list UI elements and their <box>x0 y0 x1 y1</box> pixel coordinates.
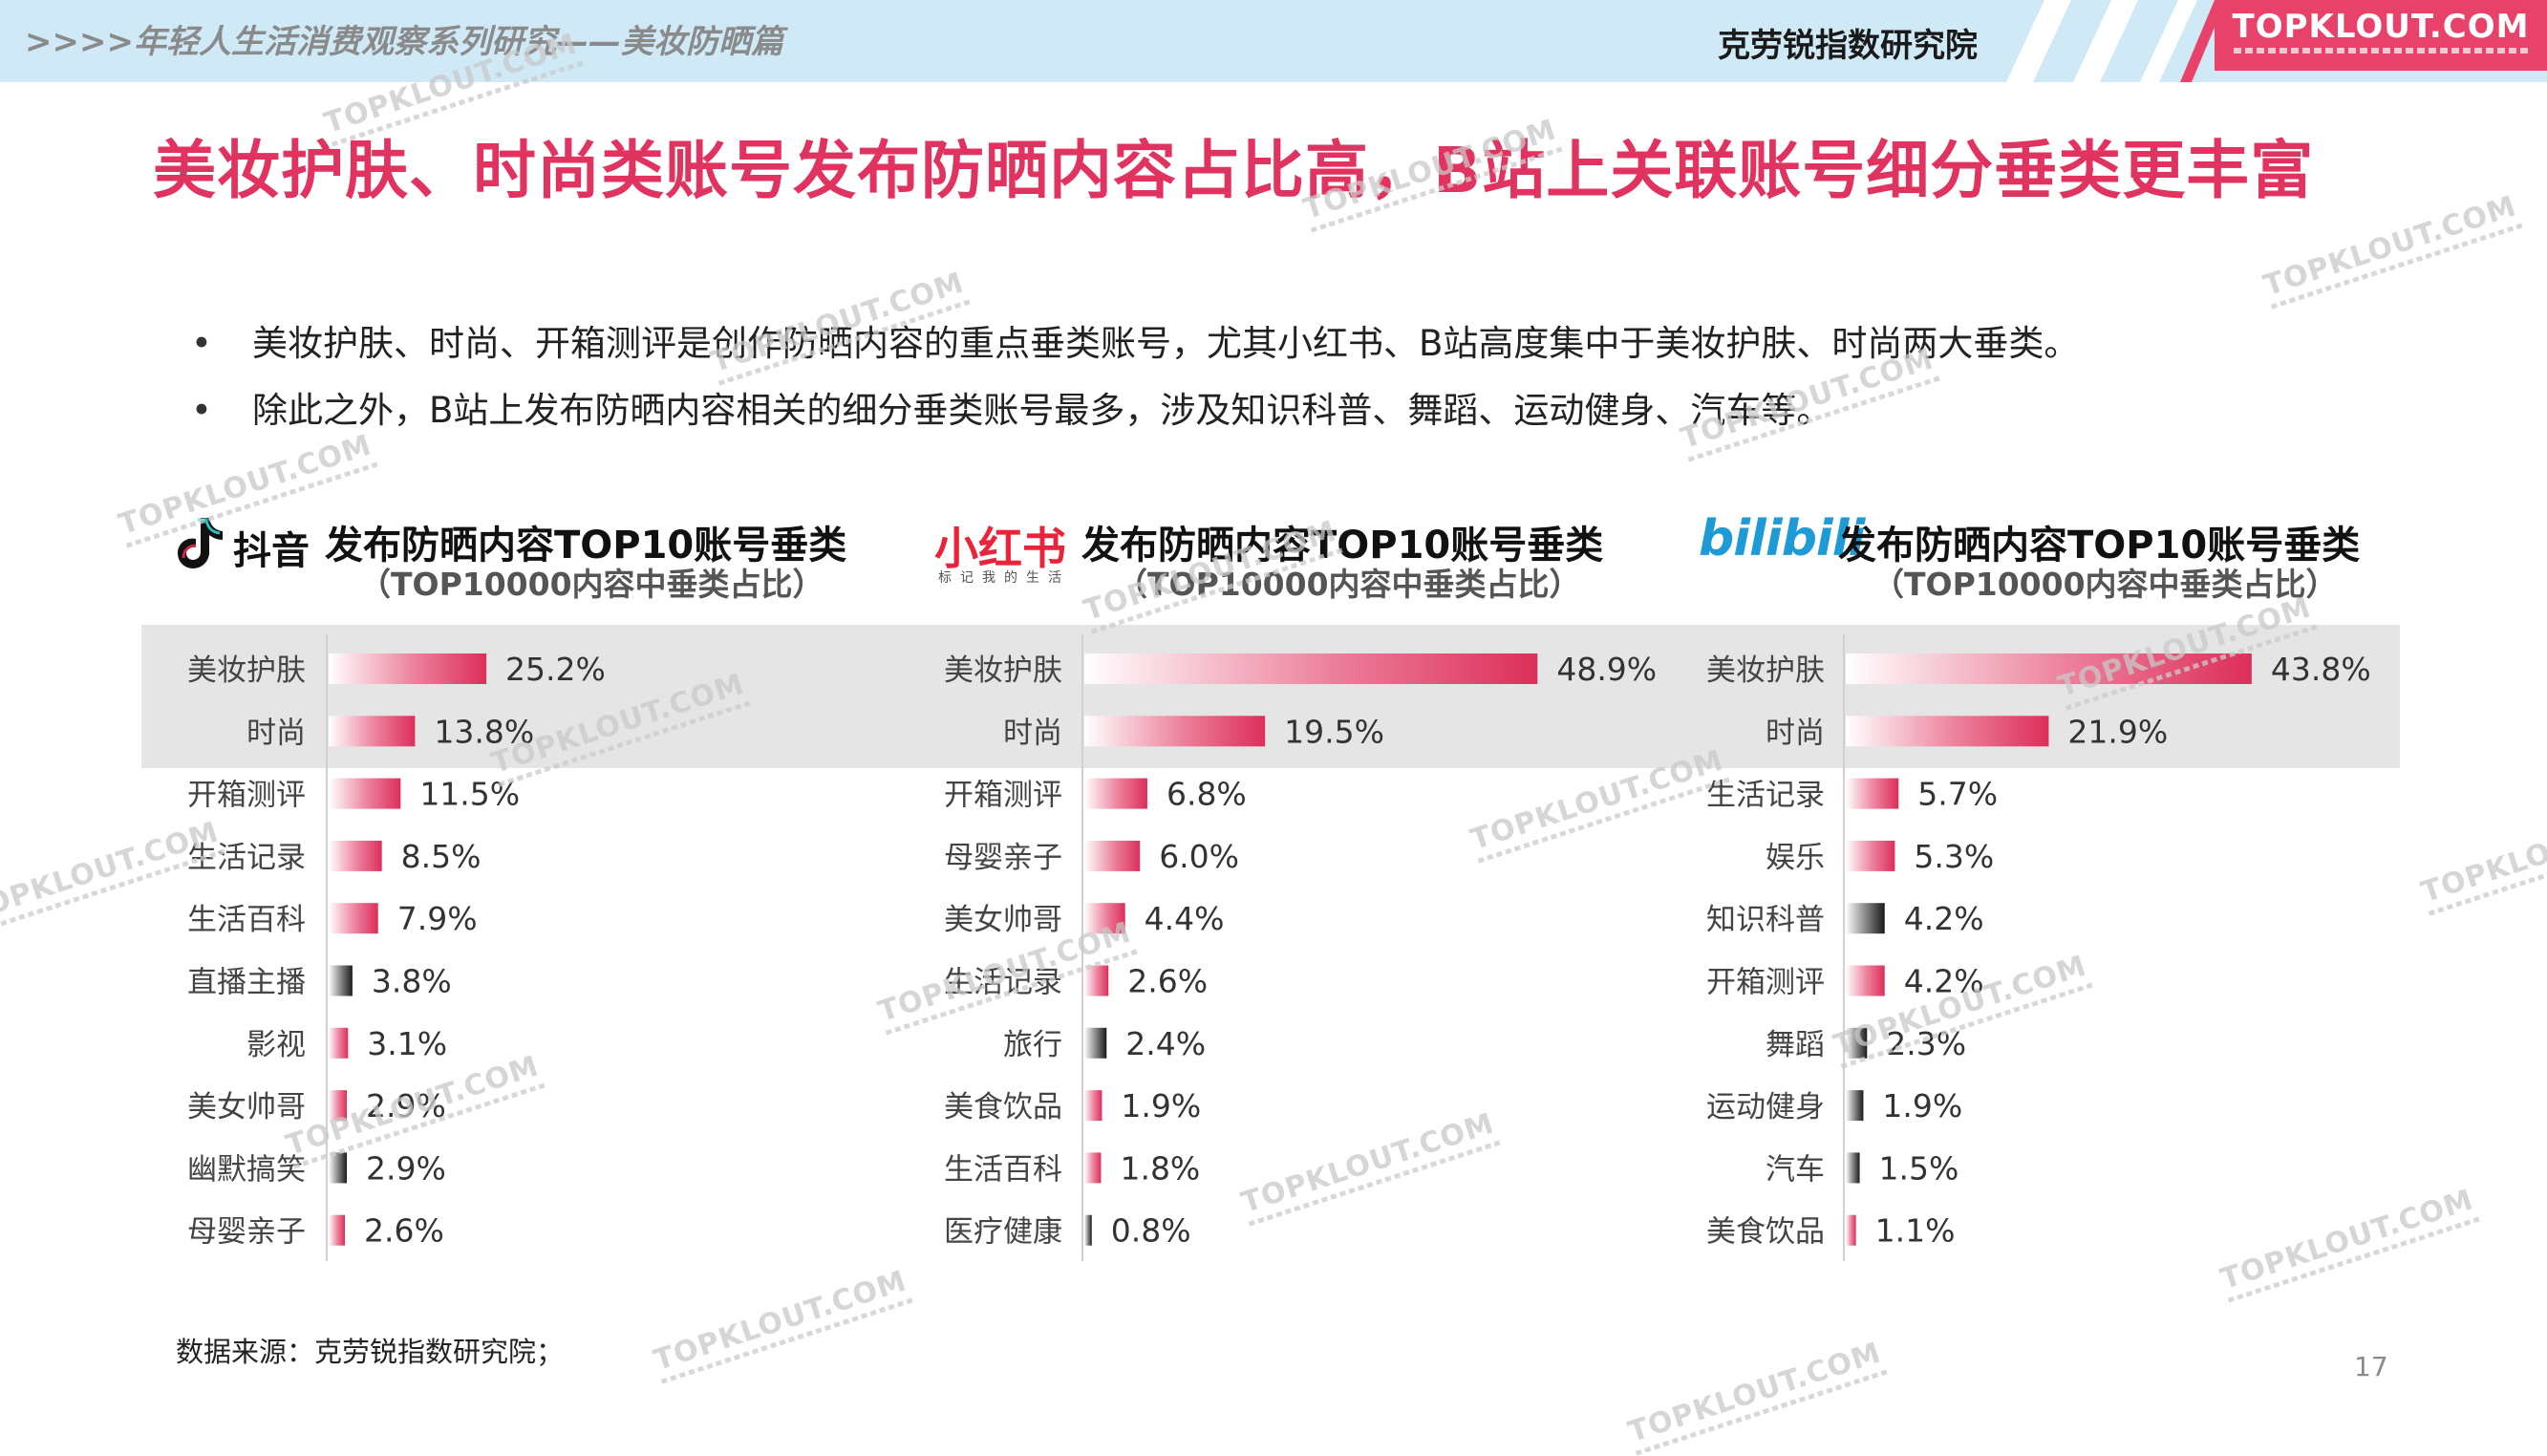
value-label: 1.8% <box>1120 1149 1200 1187</box>
bar <box>1846 1090 1864 1122</box>
bar <box>1846 965 1885 996</box>
category-label: 美女帅哥 <box>187 1090 306 1124</box>
bar <box>1846 778 1899 809</box>
org-name: 克劳锐指数研究院 <box>1718 27 1978 65</box>
bar <box>1084 716 1266 747</box>
category-label: 开箱测评 <box>1706 966 1825 1000</box>
bar <box>1846 1152 1860 1184</box>
panel-title: 发布防晒内容TOP10账号垂类 <box>1838 524 2361 567</box>
category-label: 生活百科 <box>944 1152 1062 1187</box>
category-label: 母婴亲子 <box>187 1215 306 1250</box>
category-label: 时尚 <box>246 716 306 750</box>
value-label: 19.5% <box>1284 713 1384 750</box>
bar <box>1084 1152 1102 1184</box>
bar <box>329 1152 347 1184</box>
xiaohongshu-logo-icon: 小红书 <box>934 523 1066 574</box>
series-title: >>>>年轻人生活消费观察系列研究——美妆防晒篇 <box>25 23 783 61</box>
value-label: 5.7% <box>1917 776 1998 813</box>
panel-subtitle: （TOP10000内容中垂类占比） <box>359 566 824 603</box>
xiaohongshu-tagline: 标记我的生活 <box>938 570 1070 586</box>
bar <box>329 965 353 996</box>
value-label: 21.9% <box>2067 713 2168 750</box>
category-label: 开箱测评 <box>187 779 306 813</box>
category-label: 美女帅哥 <box>944 903 1062 937</box>
category-label: 运动健身 <box>1706 1090 1825 1124</box>
bar <box>1084 965 1109 996</box>
value-label: 2.6% <box>364 1212 444 1250</box>
bar <box>329 778 401 809</box>
bar <box>1084 840 1141 871</box>
page-number: 17 <box>2354 1351 2388 1382</box>
bar <box>1084 653 1538 684</box>
category-label: 生活记录 <box>1706 779 1825 813</box>
value-label: 1.9% <box>1121 1087 1201 1124</box>
category-label: 母婴亲子 <box>944 841 1062 875</box>
data-source-note: 数据来源：克劳锐指数研究院； <box>176 1336 565 1368</box>
value-label: 0.8% <box>1111 1212 1191 1250</box>
brand-tagline-graphic <box>2234 48 2528 54</box>
panel-subtitle: （TOP10000内容中垂类占比） <box>1873 566 2338 603</box>
page-title: 美妆护肤、时尚类账号发布防晒内容占比高，B站上关联账号细分垂类更丰富 <box>153 134 2315 207</box>
value-label: 6.0% <box>1159 838 1239 875</box>
value-label: 48.9% <box>1556 651 1657 688</box>
value-label: 2.4% <box>1125 1025 1206 1062</box>
value-label: 5.3% <box>1914 838 1994 875</box>
bar <box>1084 1090 1102 1122</box>
brand-text: TOPKLOUT.COM <box>2232 8 2530 46</box>
value-label: 4.2% <box>1904 900 1984 937</box>
value-label: 1.9% <box>1882 1087 1962 1124</box>
bullet-list: 美妆护肤、时尚、开箱测评是创作防晒内容的重点垂类账号，尤其小红书、B站高度集中于… <box>191 310 2079 444</box>
bar <box>1846 903 1885 934</box>
bar <box>329 1027 349 1059</box>
bilibili-logo-icon: bilibili <box>1699 510 1865 567</box>
value-label: 2.9% <box>366 1149 446 1187</box>
bar <box>329 653 487 684</box>
bar <box>1846 840 1895 871</box>
category-label: 影视 <box>246 1028 306 1062</box>
category-label: 幽默搞笑 <box>187 1152 306 1187</box>
panel-title: 发布防晒内容TOP10账号垂类 <box>325 524 847 567</box>
bar <box>1084 778 1147 809</box>
bar <box>329 716 416 747</box>
category-label: 美妆护肤 <box>187 653 306 688</box>
bar <box>329 1214 346 1246</box>
category-label: 美妆护肤 <box>944 653 1062 688</box>
value-label: 25.2% <box>505 651 606 688</box>
bullet-item: 美妆护肤、时尚、开箱测评是创作防晒内容的重点垂类账号，尤其小红书、B站高度集中于… <box>191 310 2079 377</box>
value-label: 43.8% <box>2271 651 2371 688</box>
bar <box>1084 1214 1092 1246</box>
value-label: 1.1% <box>1875 1212 1956 1250</box>
category-label: 美妆护肤 <box>1706 653 1825 688</box>
value-label: 6.8% <box>1166 776 1247 813</box>
bar <box>329 840 382 871</box>
value-label: 4.4% <box>1145 900 1225 937</box>
value-label: 7.9% <box>397 900 478 937</box>
bar <box>329 903 378 934</box>
category-label: 美食饮品 <box>944 1090 1062 1124</box>
bar <box>1846 716 2049 747</box>
value-label: 2.6% <box>1127 963 1208 1000</box>
category-label: 汽车 <box>1766 1152 1825 1187</box>
category-label: 生活百科 <box>187 903 306 937</box>
category-label: 旅行 <box>1003 1028 1062 1062</box>
category-label: 时尚 <box>1766 716 1825 750</box>
category-label: 时尚 <box>1003 716 1062 750</box>
category-label: 娱乐 <box>1766 841 1825 875</box>
category-label: 美食饮品 <box>1706 1215 1825 1250</box>
bullet-item: 除此之外，B站上发布防晒内容相关的细分垂类账号最多，涉及知识科普、舞蹈、运动健身… <box>191 377 2079 444</box>
category-label: 医疗健康 <box>944 1215 1062 1250</box>
category-label: 直播主播 <box>187 966 306 1000</box>
value-label: 8.5% <box>401 838 482 875</box>
value-label: 3.8% <box>372 963 452 1000</box>
value-label: 3.1% <box>367 1025 447 1062</box>
category-label: 开箱测评 <box>944 779 1062 813</box>
panel-title: 发布防晒内容TOP10账号垂类 <box>1081 524 1604 567</box>
brand-logo: TOPKLOUT.COM <box>2215 0 2547 71</box>
value-label: 1.5% <box>1879 1149 1959 1187</box>
douyin-platform-name: 抖音 <box>233 529 310 573</box>
bar <box>1084 1027 1107 1059</box>
category-label: 知识科普 <box>1706 903 1825 937</box>
category-label: 舞蹈 <box>1766 1028 1825 1062</box>
bar <box>1846 1214 1856 1246</box>
